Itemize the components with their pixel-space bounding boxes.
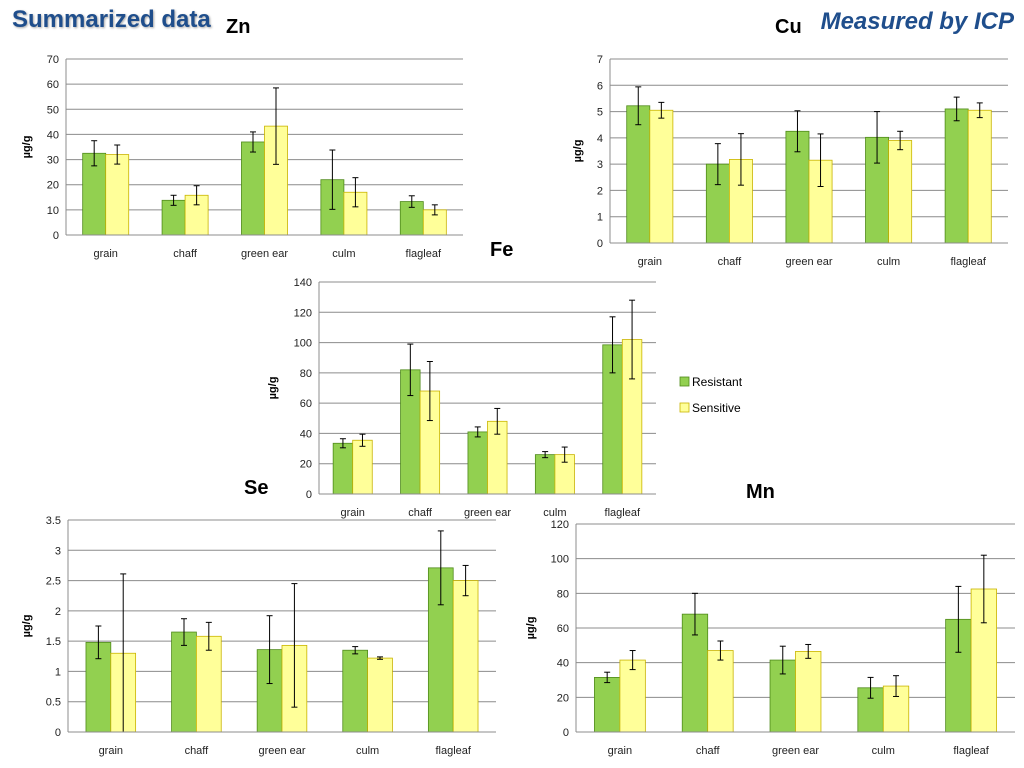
mn-bar-resistant	[594, 677, 621, 733]
se-ytick-label: 0	[55, 727, 61, 739]
fe-category-label: green ear	[464, 507, 511, 519]
zn-ytick-label: 60	[47, 79, 59, 91]
cu-category-label: chaff	[718, 256, 743, 268]
se-ytick-label: 3	[55, 545, 61, 557]
zn-y-axis-label: µg/g	[21, 136, 33, 159]
se-bar-resistant	[171, 631, 197, 733]
mn-ytick-label: 80	[557, 588, 569, 600]
zn-ytick-label: 20	[47, 180, 59, 192]
se-ytick-label: 3.5	[46, 515, 61, 527]
mn-y-axis-label: µg/g	[525, 617, 537, 640]
fe-category-label: grain	[340, 507, 364, 519]
zn-ytick-label: 30	[47, 155, 59, 167]
fe-chart-title: Fe	[490, 239, 514, 261]
mn-ytick-label: 0	[563, 727, 569, 739]
cu-ytick-label: 0	[597, 238, 603, 250]
zn-ytick-label: 70	[47, 54, 59, 66]
se-category-label: flagleaf	[435, 745, 471, 757]
fe-ytick-label: 20	[300, 459, 312, 471]
se-bar-sensitive	[452, 580, 479, 733]
cu-y-axis-label: µg/g	[572, 140, 584, 163]
mn-ytick-label: 20	[557, 692, 569, 704]
fe-ytick-label: 100	[294, 338, 312, 350]
mn-ytick-label: 120	[551, 519, 569, 531]
mn-ytick-label: 100	[551, 554, 569, 566]
slide-title: Summarized data	[12, 6, 211, 33]
mn-category-label: flagleaf	[953, 745, 989, 757]
zn-category-label: chaff	[173, 248, 198, 260]
fe-ytick-label: 80	[300, 368, 312, 380]
mn-ytick-label: 60	[557, 623, 569, 635]
zn-ytick-label: 0	[53, 230, 59, 242]
fe-category-label: flagleaf	[605, 507, 641, 519]
se-y-axis-label: µg/g	[21, 615, 33, 638]
fe-ytick-label: 0	[306, 489, 312, 501]
fe-ytick-label: 60	[300, 398, 312, 410]
fe-y-axis-label: µg/g	[267, 377, 279, 400]
se-chart-title: Se	[244, 477, 269, 499]
se-category-label: culm	[356, 745, 379, 757]
cu-ytick-label: 7	[597, 54, 603, 66]
se-ytick-label: 0.5	[46, 697, 61, 709]
mn-ytick-label: 40	[557, 658, 569, 670]
cu-ytick-label: 5	[597, 107, 603, 119]
cu-category-label: culm	[877, 256, 900, 268]
mn-category-label: green ear	[772, 745, 819, 757]
legend-label-sensitive: Sensitive	[692, 401, 741, 415]
fe-category-label: culm	[543, 507, 566, 519]
se-category-label: green ear	[258, 745, 305, 757]
cu-chart-title: Cu	[775, 16, 802, 38]
mn-bar-sensitive	[795, 651, 822, 733]
cu-ytick-label: 2	[597, 185, 603, 197]
se-category-label: grain	[99, 745, 123, 757]
legend-swatch-sensitive	[679, 402, 690, 413]
zn-category-label: green ear	[241, 248, 288, 260]
se-ytick-label: 2	[55, 606, 61, 618]
zn-ytick-label: 10	[47, 205, 59, 217]
zn-ytick-label: 50	[47, 104, 59, 116]
fe-ytick-label: 40	[300, 428, 312, 440]
legend-swatch-resistant	[679, 376, 690, 387]
se-ytick-label: 1.5	[46, 636, 61, 648]
cu-ytick-label: 3	[597, 159, 603, 171]
cu-ytick-label: 4	[597, 133, 603, 145]
cu-ytick-label: 1	[597, 212, 603, 224]
mn-chart-title: Mn	[746, 481, 775, 503]
fe-ytick-label: 140	[294, 277, 312, 289]
se-ytick-label: 1	[55, 666, 61, 678]
fe-category-label: chaff	[408, 507, 433, 519]
cu-category-label: grain	[638, 256, 662, 268]
mn-bar-sensitive	[619, 659, 646, 733]
mn-category-label: chaff	[696, 745, 721, 757]
mn-category-label: culm	[872, 745, 895, 757]
zn-chart-title: Zn	[226, 16, 251, 38]
se-ytick-label: 2.5	[46, 576, 61, 588]
legend-label-resistant: Resistant	[692, 375, 743, 389]
mn-category-label: grain	[608, 745, 632, 757]
cu-category-label: flagleaf	[950, 256, 986, 268]
zn-ytick-label: 40	[47, 129, 59, 141]
se-category-label: chaff	[185, 745, 210, 757]
slide-subtitle: Measured by ICP	[820, 8, 1014, 35]
zn-category-label: flagleaf	[406, 248, 442, 260]
mn-bar-sensitive	[707, 650, 734, 733]
cu-ytick-label: 6	[597, 80, 603, 92]
cu-category-label: green ear	[785, 256, 832, 268]
fe-ytick-label: 120	[294, 307, 312, 319]
zn-category-label: grain	[93, 248, 117, 260]
zn-category-label: culm	[332, 248, 355, 260]
